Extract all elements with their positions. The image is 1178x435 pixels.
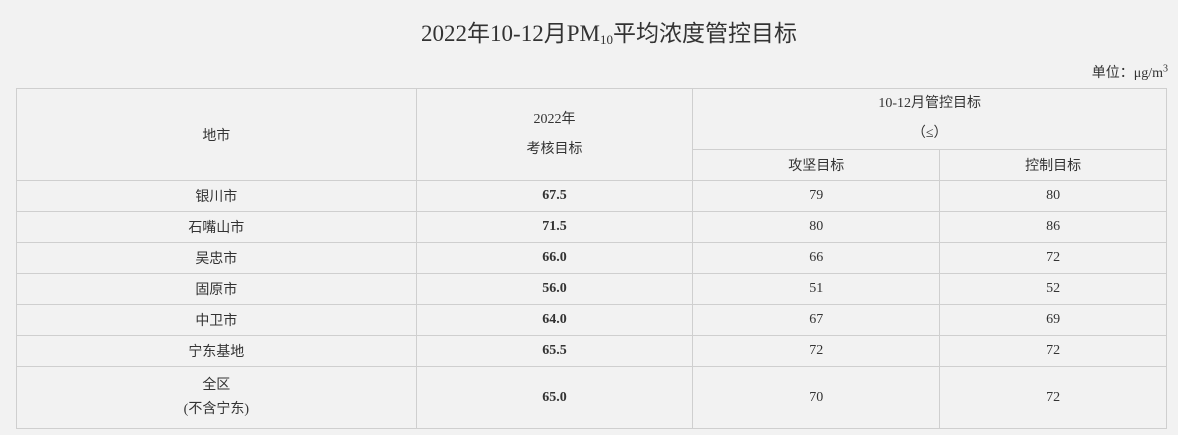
cell-control: 80 <box>939 180 1167 212</box>
cell-city: 石嘴山市 <box>16 211 417 243</box>
header-assessment: 2022年考核目标 <box>415 88 694 181</box>
table-row: 银川市 67.5 79 80 <box>16 180 1167 212</box>
title-prefix: 2022年10-12月PM <box>421 21 600 46</box>
unit-superscript: 3 <box>1163 63 1168 75</box>
header-tough-target: 攻坚目标 <box>692 149 941 181</box>
cell-assessment: 64.0 <box>415 304 694 336</box>
cell-city: 吴忠市 <box>16 242 417 274</box>
header-assessment-line1: 2022年 <box>533 111 576 127</box>
cell-city: 银川市 <box>16 180 417 212</box>
cell-tough: 66 <box>692 242 941 274</box>
table-row: 宁东基地 65.5 72 72 <box>16 335 1167 367</box>
cell-tough: 67 <box>692 304 941 336</box>
cell-city: 中卫市 <box>16 304 417 336</box>
page-title: 2022年10-12月PM10平均浓度管控目标 <box>0 14 1178 48</box>
table-row: 石嘴山市 71.5 80 86 <box>16 211 1167 243</box>
title-suffix: 平均浓度管控目标 <box>612 21 797 46</box>
total-tough: 70 <box>692 366 941 429</box>
cell-tough: 79 <box>692 180 941 212</box>
total-assessment: 65.0 <box>415 366 694 429</box>
targets-table: 地市 2022年考核目标 10-12月管控目标 （≤） 攻坚目标 控制目标 银川市… <box>16 88 1167 429</box>
cell-control: 72 <box>939 242 1167 274</box>
cell-assessment: 66.0 <box>415 242 694 274</box>
table-row: 固原市 56.0 51 52 <box>16 273 1167 305</box>
cell-tough: 80 <box>692 211 941 243</box>
total-city-line2: (不含宁东) <box>183 401 249 417</box>
header-control-group-line1: 10-12月管控目标 <box>878 96 982 111</box>
unit-text: 单位：μg/m <box>1091 66 1163 81</box>
cell-city: 宁东基地 <box>16 335 417 367</box>
cell-assessment: 67.5 <box>415 180 694 212</box>
header-city: 地市 <box>16 88 417 181</box>
total-control: 72 <box>939 366 1167 429</box>
header-control-group-line2: （≤） <box>911 126 948 141</box>
cell-assessment: 56.0 <box>415 273 694 305</box>
cell-city: 固原市 <box>16 273 417 305</box>
total-city: 全区 (不含宁东) <box>16 366 417 429</box>
header-assessment-line2: 考核目标 <box>526 141 583 157</box>
cell-control: 86 <box>939 211 1167 243</box>
title-subscript: 10 <box>599 32 613 47</box>
cell-assessment: 65.5 <box>415 335 694 367</box>
header-control-target: 控制目标 <box>939 149 1167 181</box>
table-row: 中卫市 64.0 67 69 <box>16 304 1167 336</box>
cell-control: 52 <box>939 273 1167 305</box>
header-control-group: 10-12月管控目标 （≤） <box>692 88 1167 150</box>
unit-label: 单位：μg/m3 <box>1092 62 1168 82</box>
cell-assessment: 71.5 <box>415 211 694 243</box>
table-row-total: 全区 (不含宁东) 65.0 70 72 <box>16 366 1167 429</box>
table-row: 吴忠市 66.0 66 72 <box>16 242 1167 274</box>
header-row: 地市 2022年考核目标 10-12月管控目标 （≤） <box>16 88 1167 181</box>
cell-control: 69 <box>939 304 1167 336</box>
header-subrow: 攻坚目标 控制目标 <box>17 149 1167 181</box>
cell-control: 72 <box>939 335 1167 367</box>
total-city-line1: 全区 <box>202 377 231 393</box>
cell-tough: 72 <box>692 335 941 367</box>
cell-tough: 51 <box>692 273 941 305</box>
